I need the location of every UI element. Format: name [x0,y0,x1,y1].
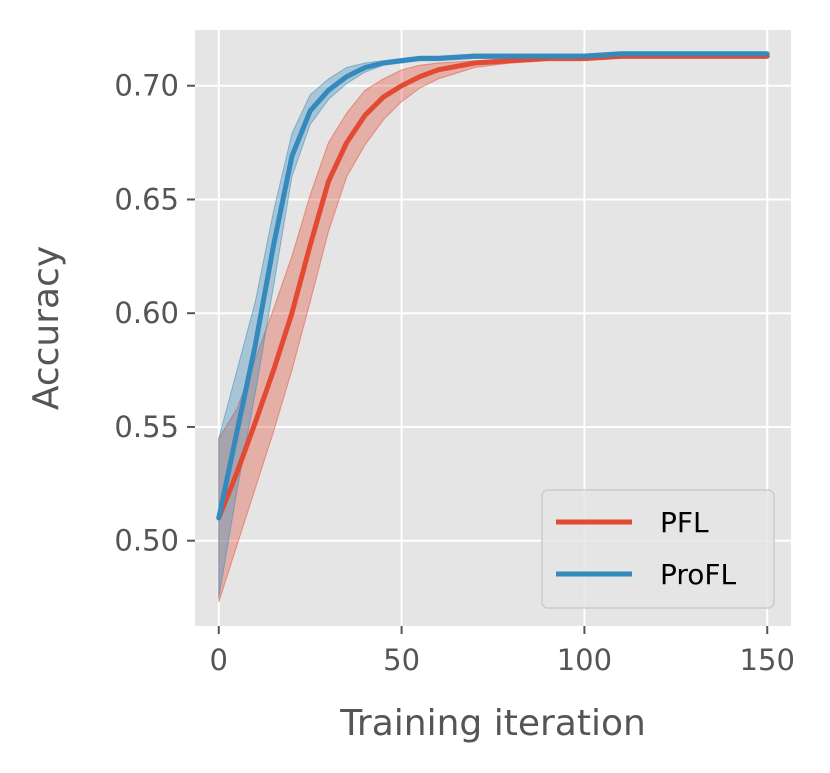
legend-label-pfl: PFL [660,506,709,539]
x-tick-label: 100 [557,643,612,677]
x-axis-ticks: 0 50 100 150 [210,626,795,677]
x-axis-label: Training iteration [339,703,646,744]
y-axis-label: Accuracy [26,246,67,410]
y-tick-label: 0.65 [114,182,179,216]
series-lines [216,51,770,521]
x-tick-label: 0 [210,643,228,677]
y-tick-label: 0.70 [114,69,179,103]
y-tick-label: 0.50 [114,524,179,558]
legend: PFL ProFL [541,489,775,609]
y-axis-ticks: 0.50 0.55 0.60 0.65 0.70 [114,69,195,558]
x-tick-label: 50 [383,643,420,677]
legend-label-profl: ProFL [660,558,737,591]
y-tick-label: 0.55 [114,410,179,444]
series-line-profl [216,51,770,521]
y-tick-label: 0.60 [114,296,179,330]
x-tick-label: 150 [740,643,795,677]
grid-lines [195,30,791,626]
legend-box [541,489,775,609]
